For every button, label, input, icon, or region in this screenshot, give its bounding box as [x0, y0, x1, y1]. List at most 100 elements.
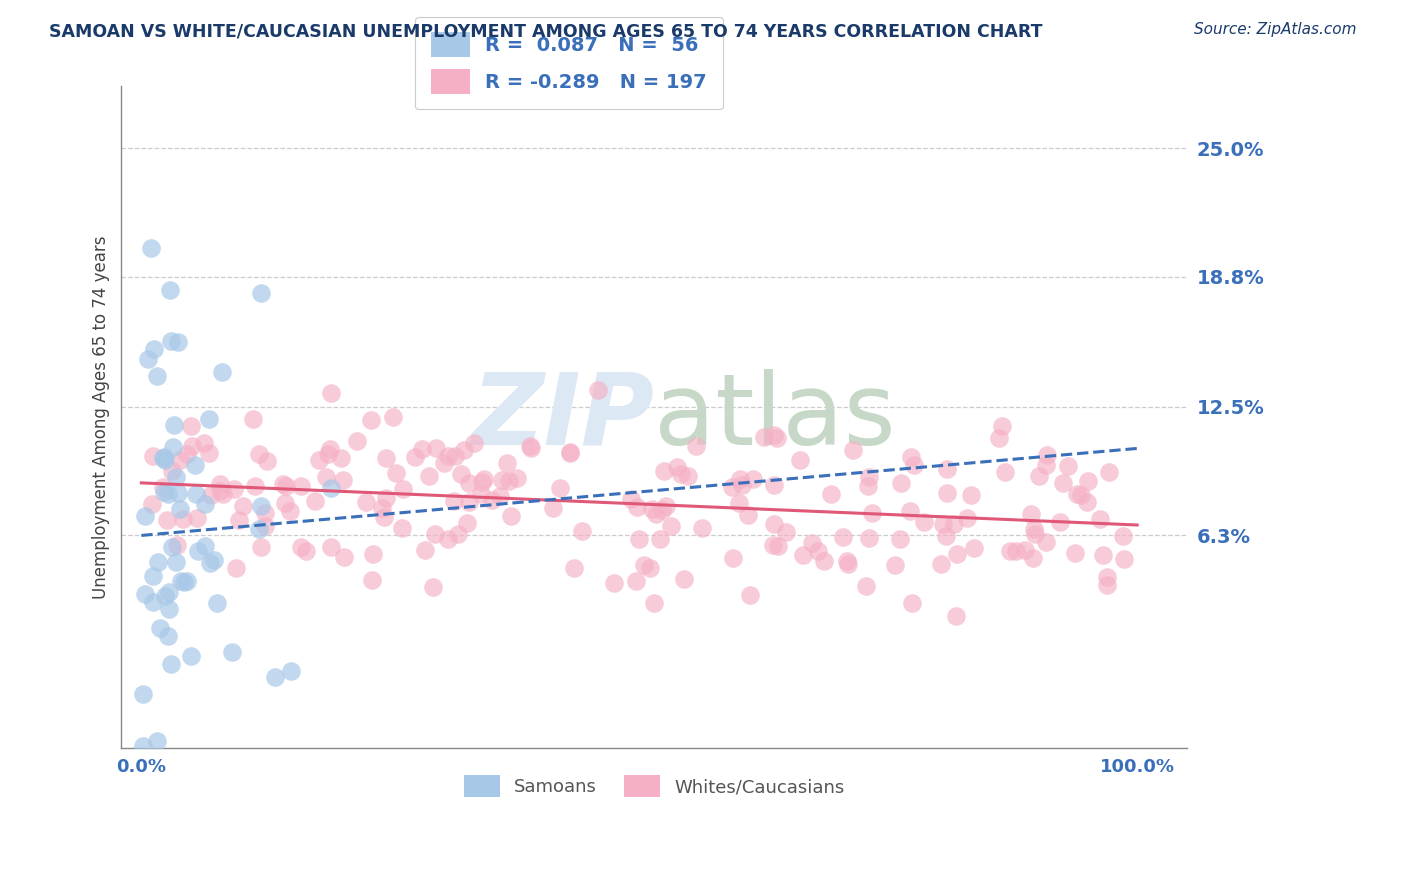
- Point: [134, 587, 156, 601]
- Point: [371, 501, 394, 516]
- Point: [498, 474, 520, 488]
- Point: [1063, 545, 1085, 559]
- Point: [633, 558, 655, 572]
- Point: [263, 670, 285, 684]
- Point: [1088, 512, 1111, 526]
- Point: [321, 541, 343, 555]
- Point: [1112, 528, 1135, 542]
- Point: [254, 506, 277, 520]
- Point: [481, 492, 503, 507]
- Point: [143, 343, 166, 357]
- Point: [1077, 475, 1099, 489]
- Point: [183, 458, 205, 473]
- Point: [290, 479, 312, 493]
- Point: [491, 473, 513, 487]
- Point: [676, 468, 699, 483]
- Point: [457, 495, 479, 509]
- Point: [198, 446, 221, 460]
- Point: [835, 554, 858, 568]
- Point: [946, 547, 969, 561]
- Point: [162, 440, 184, 454]
- Point: [200, 487, 222, 501]
- Point: [391, 521, 413, 535]
- Point: [1035, 535, 1057, 549]
- Point: [762, 538, 785, 552]
- Legend: Samoans, Whites/Caucasians: Samoans, Whites/Caucasians: [449, 761, 859, 812]
- Point: [858, 470, 880, 484]
- Point: [333, 550, 356, 565]
- Point: [180, 418, 202, 433]
- Point: [1035, 458, 1057, 472]
- Point: [447, 526, 470, 541]
- Point: [860, 506, 883, 520]
- Point: [641, 501, 664, 516]
- Point: [316, 447, 339, 461]
- Point: [1095, 570, 1118, 584]
- Point: [361, 547, 384, 561]
- Point: [628, 532, 651, 546]
- Point: [142, 450, 165, 464]
- Point: [160, 334, 183, 348]
- Point: [741, 472, 763, 486]
- Point: [273, 496, 295, 510]
- Point: [450, 467, 472, 481]
- Point: [308, 452, 330, 467]
- Y-axis label: Unemployment Among Ages 65 to 74 years: Unemployment Among Ages 65 to 74 years: [93, 235, 110, 599]
- Point: [211, 487, 233, 501]
- Point: [346, 434, 368, 449]
- Point: [721, 480, 744, 494]
- Point: [766, 539, 789, 553]
- Point: [456, 516, 478, 530]
- Point: [134, 509, 156, 524]
- Point: [411, 442, 433, 457]
- Point: [163, 775, 186, 789]
- Point: [1024, 522, 1046, 536]
- Point: [169, 502, 191, 516]
- Point: [1014, 543, 1036, 558]
- Point: [156, 513, 179, 527]
- Point: [931, 517, 953, 532]
- Point: [801, 536, 824, 550]
- Point: [762, 516, 785, 531]
- Point: [963, 541, 986, 555]
- Point: [413, 543, 436, 558]
- Point: [329, 450, 352, 465]
- Point: [562, 560, 585, 574]
- Point: [890, 476, 912, 491]
- Point: [152, 450, 174, 465]
- Point: [176, 447, 198, 461]
- Point: [813, 554, 835, 568]
- Point: [1024, 526, 1046, 541]
- Point: [644, 507, 666, 521]
- Point: [138, 352, 160, 367]
- Point: [205, 596, 228, 610]
- Point: [187, 543, 209, 558]
- Point: [763, 428, 786, 442]
- Point: [499, 509, 522, 524]
- Point: [382, 410, 405, 425]
- Point: [278, 504, 301, 518]
- Point: [956, 511, 979, 525]
- Point: [176, 574, 198, 589]
- Point: [167, 335, 190, 350]
- Point: [807, 544, 830, 558]
- Point: [457, 476, 479, 491]
- Point: [655, 500, 678, 514]
- Point: [157, 487, 180, 501]
- Point: [142, 594, 165, 608]
- Point: [898, 504, 921, 518]
- Point: [156, 630, 179, 644]
- Point: [620, 492, 643, 507]
- Point: [170, 574, 193, 588]
- Point: [766, 431, 789, 445]
- Point: [960, 488, 983, 502]
- Point: [332, 474, 354, 488]
- Point: [437, 449, 460, 463]
- Point: [280, 664, 302, 678]
- Point: [463, 436, 485, 450]
- Point: [228, 513, 250, 527]
- Point: [1070, 488, 1092, 502]
- Point: [453, 442, 475, 457]
- Point: [142, 569, 165, 583]
- Point: [167, 486, 190, 500]
